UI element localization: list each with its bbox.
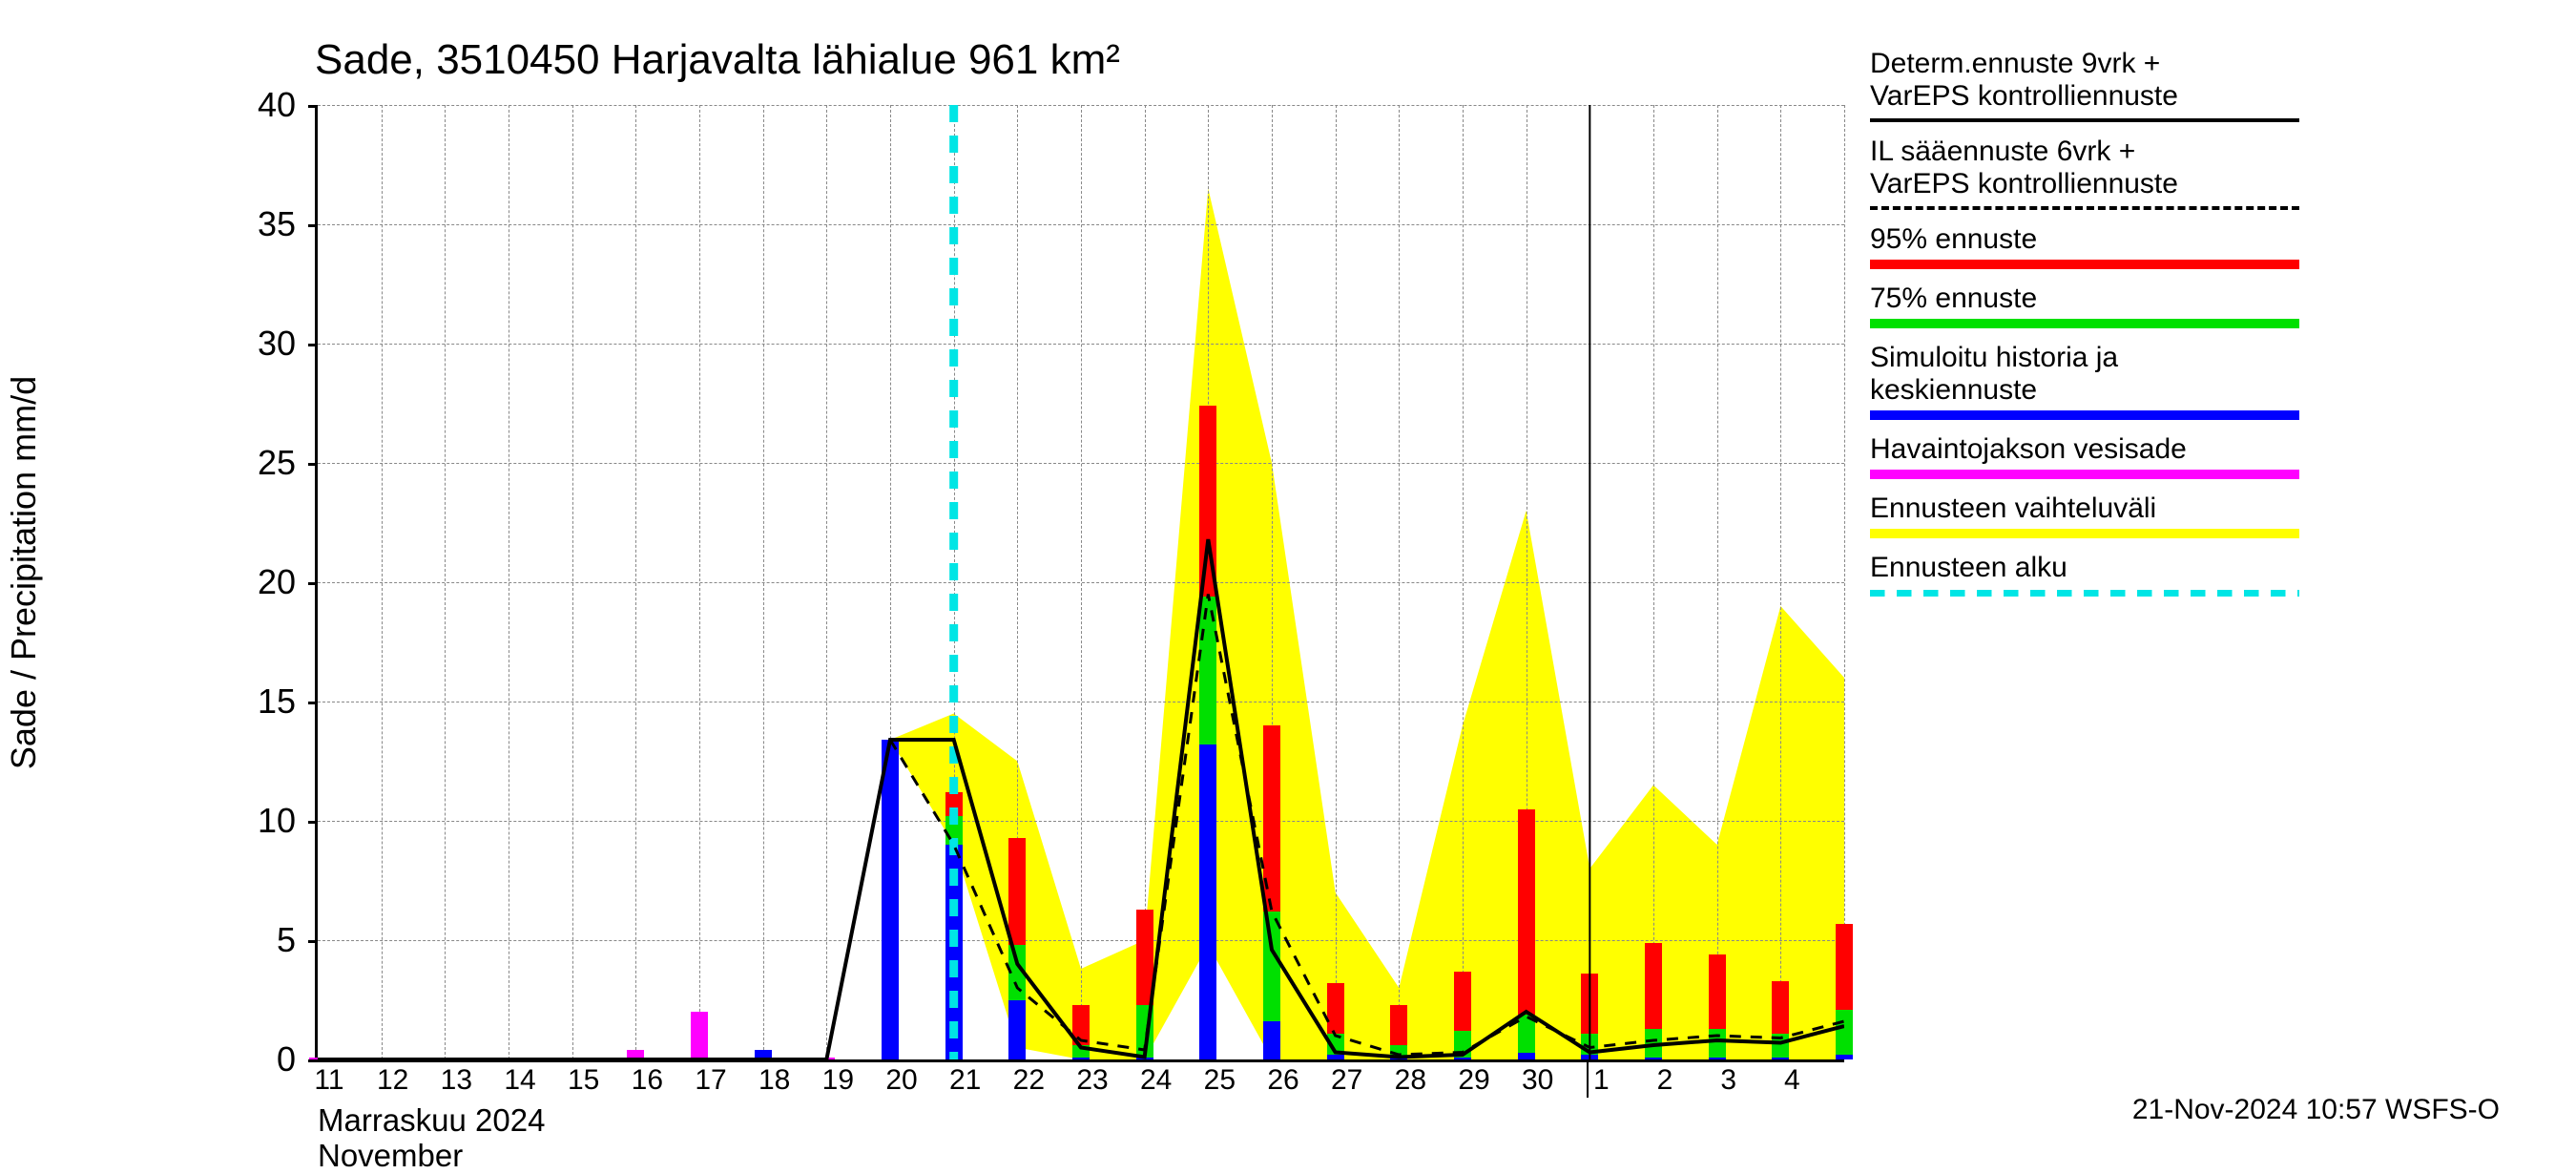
legend-swatch (1870, 118, 2299, 122)
x-tick-label: 18 (758, 1064, 790, 1097)
bar (755, 1050, 772, 1059)
legend-item: 95% ennuste (1870, 223, 2299, 269)
bar (309, 1058, 326, 1060)
legend-swatch (1870, 590, 2299, 597)
bar (1199, 406, 1216, 1059)
legend-label: 95% ennuste (1870, 223, 2299, 256)
bar (945, 792, 963, 1059)
bar (1709, 954, 1726, 1059)
bar (1836, 924, 1853, 1060)
legend-label: IL sääennuste 6vrk + (1870, 136, 2299, 168)
legend-label: Simuloitu historia ja (1870, 342, 2299, 374)
y-tick-label: 25 (0, 443, 296, 483)
bar (818, 1058, 835, 1060)
x-tick-label: 14 (504, 1064, 535, 1097)
month-divider-tick (1587, 1059, 1589, 1098)
legend-swatch (1870, 319, 2299, 328)
legend-swatch (1870, 470, 2299, 479)
x-tick-label: 2 (1657, 1064, 1673, 1097)
legend-label: Determ.ennuste 9vrk + (1870, 48, 2299, 80)
legend-label: Ennusteen vaihteluväli (1870, 493, 2299, 525)
y-tick-label: 0 (0, 1039, 296, 1080)
legend-label: Ennusteen alku (1870, 552, 2299, 584)
bar (1581, 974, 1598, 1059)
legend-item: IL sääennuste 6vrk + VarEPS kontrollienn… (1870, 136, 2299, 210)
legend-swatch (1870, 410, 2299, 420)
bar (500, 1058, 517, 1060)
legend-label: VarEPS kontrolliennuste (1870, 80, 2299, 113)
month-label-fi: Marraskuu 2024 (318, 1102, 545, 1139)
x-tick-label: 16 (632, 1064, 663, 1097)
x-tick-label: 20 (885, 1064, 917, 1097)
x-tick-label: 28 (1395, 1064, 1426, 1097)
il-forecast-line (890, 595, 1844, 1056)
x-tick-label: 30 (1522, 1064, 1553, 1097)
x-tick-label: 13 (441, 1064, 472, 1097)
legend-swatch (1870, 529, 2299, 538)
y-tick-label: 15 (0, 681, 296, 722)
legend-label: VarEPS kontrolliennuste (1870, 168, 2299, 200)
y-tick-label: 5 (0, 920, 296, 960)
chart-container: Sade / Precipitation mm/d Sade, 3510450 … (0, 0, 2576, 1145)
y-tick-label: 40 (0, 85, 296, 125)
legend-swatch (1870, 260, 2299, 269)
x-tick-label: 3 (1720, 1064, 1736, 1097)
bar (1518, 809, 1535, 1060)
x-tick-label: 17 (695, 1064, 726, 1097)
legend-item: Havaintojakson vesisade (1870, 433, 2299, 479)
legend-label: 75% ennuste (1870, 283, 2299, 315)
bar (1645, 943, 1662, 1060)
y-tick-label: 30 (0, 324, 296, 364)
bar (1008, 838, 1026, 1060)
bar (1072, 1005, 1090, 1060)
legend-item: Determ.ennuste 9vrk +VarEPS kontrollienn… (1870, 48, 2299, 122)
y-tick-label: 10 (0, 801, 296, 841)
footer-timestamp: 21-Nov-2024 10:57 WSFS-O (2132, 1094, 2500, 1126)
x-tick-label: 29 (1458, 1064, 1489, 1097)
x-tick-label: 26 (1267, 1064, 1298, 1097)
bar (436, 1058, 453, 1060)
bar (1263, 725, 1280, 1059)
x-tick-label: 15 (568, 1064, 599, 1097)
x-tick-label: 27 (1331, 1064, 1362, 1097)
plot-area: 1112131415161718192021222324252627282930… (315, 105, 1844, 1062)
bar (1390, 1005, 1407, 1060)
legend-swatch (1870, 206, 2299, 210)
bar (1454, 972, 1471, 1060)
x-tick-label: 1 (1593, 1064, 1610, 1097)
bar (1772, 981, 1789, 1060)
legend-label: keskiennuste (1870, 374, 2299, 407)
x-tick-label: 25 (1204, 1064, 1236, 1097)
legend-item: Simuloitu historia jakeskiennuste (1870, 342, 2299, 420)
legend-item: Ennusteen alku (1870, 552, 2299, 597)
legend-item: 75% ennuste (1870, 283, 2299, 328)
y-tick-label: 20 (0, 562, 296, 602)
bar (627, 1050, 644, 1059)
bar (1327, 983, 1344, 1059)
legend-item: Ennusteen vaihteluväli (1870, 493, 2299, 538)
bar (882, 740, 899, 1059)
x-tick-label: 19 (822, 1064, 854, 1097)
forecast-range-band (890, 189, 1844, 1060)
x-tick-label: 21 (949, 1064, 981, 1097)
legend: Determ.ennuste 9vrk +VarEPS kontrollienn… (1870, 48, 2299, 610)
month-label-en: November (318, 1138, 463, 1174)
x-tick-label: 23 (1076, 1064, 1108, 1097)
x-tick-label: 11 (314, 1064, 343, 1097)
bar (1136, 910, 1153, 1060)
x-tick-label: 24 (1140, 1064, 1172, 1097)
x-tick-label: 12 (377, 1064, 408, 1097)
x-tick-label: 4 (1784, 1064, 1800, 1097)
x-tick-label: 22 (1013, 1064, 1045, 1097)
y-tick-label: 35 (0, 204, 296, 244)
bar (691, 1012, 708, 1059)
legend-label: Havaintojakson vesisade (1870, 433, 2299, 466)
chart-title: Sade, 3510450 Harjavalta lähialue 961 km… (315, 36, 1120, 84)
bar (373, 1058, 390, 1060)
